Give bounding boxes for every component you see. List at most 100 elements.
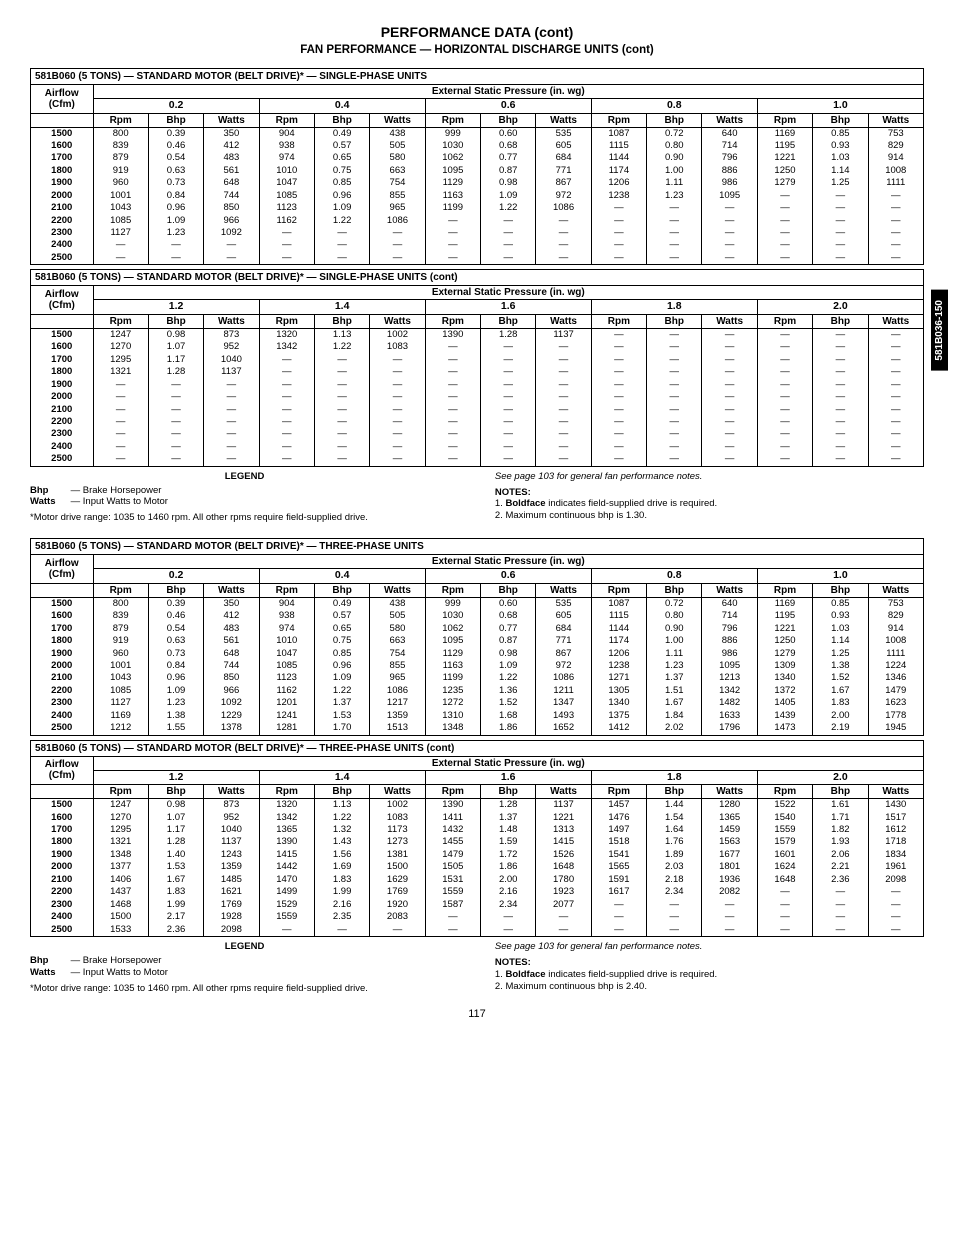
table-row: 240015002.17192815592.352083—————————: [31, 911, 924, 923]
see-note: See page 103 for general fan performance…: [495, 471, 924, 483]
notes-heading: NOTES:: [495, 487, 924, 499]
table-row: 17008790.544839740.6558010620.7768411440…: [31, 152, 924, 164]
table-row: 19009600.7364810470.8575411290.988671206…: [31, 648, 924, 660]
column-header: Watts: [370, 583, 425, 597]
table-row: 210010430.9685011231.0996511991.221086——…: [31, 202, 924, 214]
column-header: Bhp: [647, 314, 702, 328]
table-row: 230011271.231092————————————: [31, 227, 924, 239]
table-row: 2500———————————————: [31, 252, 924, 265]
column-header: Rpm: [93, 785, 148, 799]
table-row: 170012951.171040————————————: [31, 354, 924, 366]
column-header: Bhp: [813, 113, 868, 127]
legend-watts: Watts — Input Watts to Motor: [30, 496, 459, 508]
table-row: 220010851.0996611621.22108612351.3612111…: [31, 685, 924, 697]
table-row: 18009190.6356110100.7566310950.877711174…: [31, 165, 924, 177]
pressure-header: 0.4: [259, 569, 425, 584]
pressure-header: 1.2: [93, 770, 259, 785]
column-header: Watts: [702, 785, 757, 799]
column-header: Watts: [702, 314, 757, 328]
airflow-header: Airflow(Cfm): [31, 286, 94, 315]
table-title: 581B060 (5 TONS) — STANDARD MOTOR (BELT …: [31, 740, 924, 756]
table-row: 2000———————————————: [31, 391, 924, 403]
table-row: 2500———————————————: [31, 453, 924, 466]
table-row: 15008000.393509040.494389990.6053510870.…: [31, 597, 924, 610]
note-1: 1. Boldface indicates field-supplied dri…: [495, 969, 924, 981]
column-header: Watts: [370, 785, 425, 799]
table-row: 190013481.40124314151.56138114791.721526…: [31, 849, 924, 861]
column-header: Watts: [204, 113, 259, 127]
table-row: 2100———————————————: [31, 404, 924, 416]
pressure-header: 0.8: [591, 99, 757, 114]
pressure-header: 0.4: [259, 99, 425, 114]
column-header: Rpm: [425, 785, 480, 799]
table-row: 210014061.67148514701.83162915312.001780…: [31, 874, 924, 886]
pressure-header: 1.8: [591, 770, 757, 785]
see-note: See page 103 for general fan performance…: [495, 941, 924, 953]
table-row: 180013211.281137————————————: [31, 366, 924, 378]
table-row: 160012701.0795213421.22108314111.3712211…: [31, 812, 924, 824]
column-header: Bhp: [813, 314, 868, 328]
column-header: Rpm: [425, 314, 480, 328]
note-2: 2. Maximum continuous bhp is 2.40.: [495, 981, 924, 993]
table-row: 2300———————————————: [31, 428, 924, 440]
legend-footnote: *Motor drive range: 1035 to 1460 rpm. Al…: [30, 512, 459, 524]
performance-table: 581B060 (5 TONS) — STANDARD MOTOR (BELT …: [30, 269, 924, 466]
legend-footnote: *Motor drive range: 1035 to 1460 rpm. Al…: [30, 983, 459, 995]
column-header: Rpm: [757, 314, 812, 328]
column-header: Watts: [204, 785, 259, 799]
table-row: 230014681.99176915292.16192015872.342077…: [31, 899, 924, 911]
performance-table: 581B060 (5 TONS) — STANDARD MOTOR (BELT …: [30, 68, 924, 265]
table-title: 581B060 (5 TONS) — STANDARD MOTOR (BELT …: [31, 270, 924, 286]
column-header: Bhp: [148, 314, 203, 328]
column-header: Watts: [370, 113, 425, 127]
table-row: 200013771.53135914421.69150015051.861648…: [31, 861, 924, 873]
table-row: 220014371.83162114991.99176915592.161923…: [31, 886, 924, 898]
column-header: Bhp: [314, 113, 369, 127]
column-header: Bhp: [481, 583, 536, 597]
column-header: Bhp: [481, 314, 536, 328]
pressure-header: 1.8: [591, 300, 757, 315]
column-header: Rpm: [93, 113, 148, 127]
notes-heading: NOTES:: [495, 957, 924, 969]
column-header: Rpm: [259, 785, 314, 799]
esp-header: External Static Pressure (in. wg): [93, 286, 924, 300]
column-header: Rpm: [259, 583, 314, 597]
table-row: 2400———————————————: [31, 239, 924, 251]
pressure-header: 1.4: [259, 300, 425, 315]
column-header: Bhp: [314, 583, 369, 597]
column-header: Bhp: [481, 785, 536, 799]
column-header: Rpm: [425, 583, 480, 597]
column-header: Rpm: [591, 583, 646, 597]
table-row: 150012470.9887313201.13100213901.281137—…: [31, 328, 924, 341]
airflow-header: Airflow(Cfm): [31, 756, 94, 785]
column-header: Bhp: [148, 113, 203, 127]
table-row: 160012701.0795213421.221083—————————: [31, 341, 924, 353]
pressure-header: 1.2: [93, 300, 259, 315]
note-1: 1. Boldface indicates field-supplied dri…: [495, 498, 924, 510]
pressure-header: 1.0: [757, 99, 923, 114]
column-header: Rpm: [757, 113, 812, 127]
table-row: 19009600.7364810470.8575411290.988671206…: [31, 177, 924, 189]
esp-header: External Static Pressure (in. wg): [93, 555, 924, 569]
table-row: 200010010.8474410850.9685511631.09972123…: [31, 190, 924, 202]
table-title: 581B060 (5 TONS) — STANDARD MOTOR (BELT …: [31, 539, 924, 555]
table-row: 17008790.544839740.6558010620.7768411440…: [31, 623, 924, 635]
column-header: Bhp: [813, 583, 868, 597]
table-row: 180013211.28113713901.43127314551.591415…: [31, 836, 924, 848]
column-header: Rpm: [259, 314, 314, 328]
table-row: 230011271.23109212011.37121712721.521347…: [31, 697, 924, 709]
side-tab: 581B036-150: [931, 290, 948, 371]
legend-bhp: Bhp — Brake Horsepower: [30, 485, 459, 497]
notes-block: LEGENDBhp — Brake HorsepowerWatts — Inpu…: [30, 471, 924, 525]
column-header: Bhp: [481, 113, 536, 127]
page-title: PERFORMANCE DATA (cont): [30, 24, 924, 40]
pressure-header: 0.2: [93, 569, 259, 584]
column-header: Bhp: [314, 785, 369, 799]
esp-header: External Static Pressure (in. wg): [93, 756, 924, 770]
column-header: Bhp: [148, 785, 203, 799]
pressure-header: 0.6: [425, 99, 591, 114]
table-row: 16008390.464129380.5750510300.6860511150…: [31, 140, 924, 152]
column-header: Rpm: [591, 113, 646, 127]
column-header: Rpm: [757, 583, 812, 597]
airflow-header: Airflow(Cfm): [31, 555, 94, 584]
